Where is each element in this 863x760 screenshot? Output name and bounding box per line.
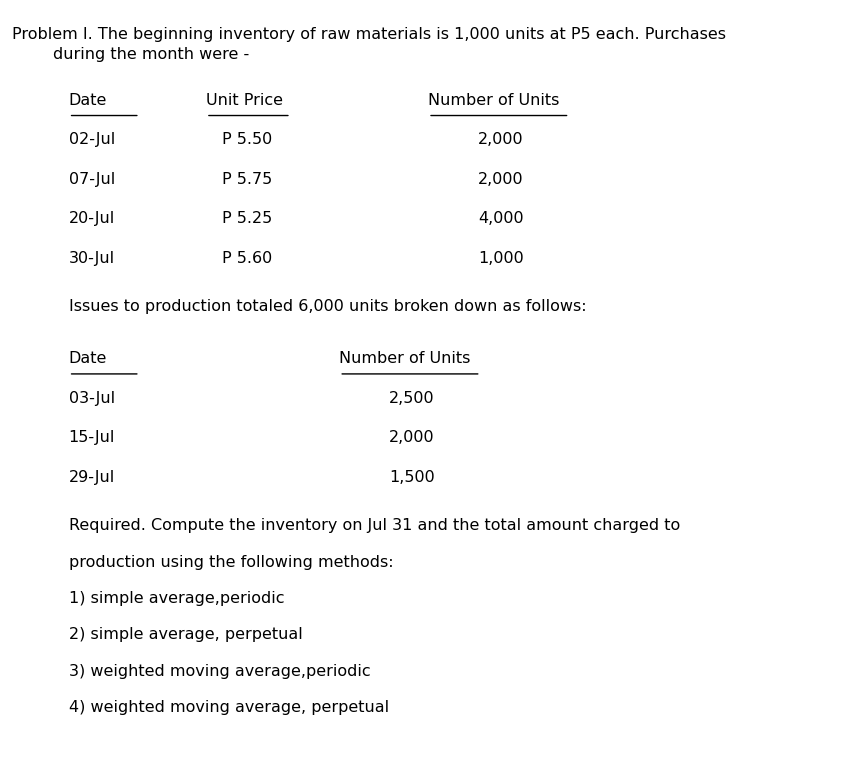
Text: Date: Date xyxy=(69,93,107,108)
Text: during the month were -: during the month were - xyxy=(12,47,249,62)
Text: Unit Price: Unit Price xyxy=(206,93,283,108)
Text: 2,000: 2,000 xyxy=(389,430,435,445)
Text: P 5.60: P 5.60 xyxy=(222,251,273,266)
Text: 02-Jul: 02-Jul xyxy=(69,132,115,147)
Text: production using the following methods:: production using the following methods: xyxy=(69,555,394,570)
Text: Number of Units: Number of Units xyxy=(339,351,470,366)
Text: 2,500: 2,500 xyxy=(389,391,435,406)
Text: 3) weighted moving average,periodic: 3) weighted moving average,periodic xyxy=(69,663,370,679)
Text: 2,000: 2,000 xyxy=(478,172,524,187)
Text: 1) simple average,periodic: 1) simple average,periodic xyxy=(69,591,284,606)
Text: Number of Units: Number of Units xyxy=(428,93,559,108)
Text: P 5.50: P 5.50 xyxy=(222,132,273,147)
Text: 03-Jul: 03-Jul xyxy=(69,391,115,406)
Text: 07-Jul: 07-Jul xyxy=(69,172,115,187)
Text: 4) weighted moving average, perpetual: 4) weighted moving average, perpetual xyxy=(69,700,389,715)
Text: 2,000: 2,000 xyxy=(478,132,524,147)
Text: 4,000: 4,000 xyxy=(478,211,524,226)
Text: Required. Compute the inventory on Jul 31 and the total amount charged to: Required. Compute the inventory on Jul 3… xyxy=(69,518,680,534)
Text: Date: Date xyxy=(69,351,107,366)
Text: 1,500: 1,500 xyxy=(389,470,435,485)
Text: 1,000: 1,000 xyxy=(478,251,524,266)
Text: P 5.25: P 5.25 xyxy=(222,211,273,226)
Text: 30-Jul: 30-Jul xyxy=(69,251,115,266)
Text: 20-Jul: 20-Jul xyxy=(69,211,115,226)
Text: 29-Jul: 29-Jul xyxy=(69,470,115,485)
Text: 2) simple average, perpetual: 2) simple average, perpetual xyxy=(69,628,302,642)
Text: Problem I. The beginning inventory of raw materials is 1,000 units at P5 each. P: Problem I. The beginning inventory of ra… xyxy=(12,27,726,42)
Text: 15-Jul: 15-Jul xyxy=(69,430,115,445)
Text: P 5.75: P 5.75 xyxy=(222,172,273,187)
Text: Issues to production totaled 6,000 units broken down as follows:: Issues to production totaled 6,000 units… xyxy=(69,299,586,315)
